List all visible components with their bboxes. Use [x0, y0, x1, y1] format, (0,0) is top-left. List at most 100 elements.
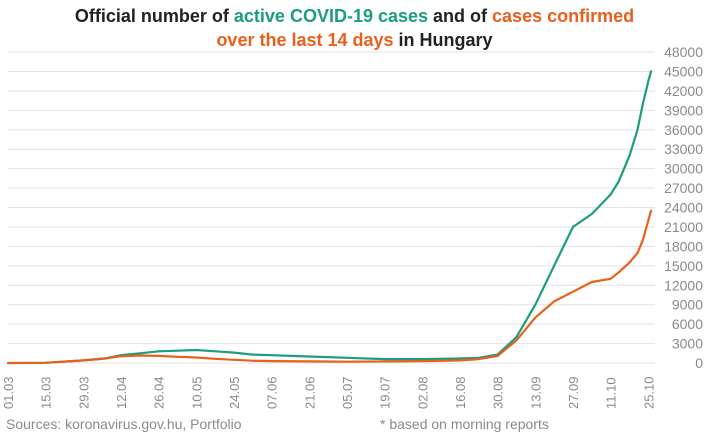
- data-point: [7, 362, 9, 364]
- x-tick-label: 10.05: [189, 376, 204, 409]
- data-point: [590, 281, 593, 283]
- data-point: [270, 360, 273, 362]
- title-part-confirmed: cases confirmed: [492, 6, 635, 26]
- data-point: [120, 355, 122, 358]
- x-tick-label: 05.07: [340, 376, 355, 409]
- data-point: [477, 358, 480, 361]
- data-point: [103, 357, 106, 360]
- data-point: [572, 226, 574, 228]
- data-point: [383, 360, 386, 363]
- y-tick-label: 30000: [664, 161, 703, 177]
- data-point: [496, 354, 499, 357]
- data-point: [609, 193, 612, 196]
- data-point: [642, 238, 644, 241]
- x-tick-label: 12.04: [114, 376, 129, 409]
- data-point: [44, 361, 47, 364]
- x-tick-label: 07.06: [265, 376, 280, 409]
- title-part-active: active COVID-19 cases: [233, 6, 429, 26]
- morning-reports-note: * based on morning reports: [380, 416, 549, 432]
- y-tick-label: 48000: [664, 44, 703, 60]
- data-point: [421, 360, 424, 362]
- data-point: [157, 354, 160, 357]
- y-tick-label: 0: [695, 355, 703, 371]
- data-point: [609, 277, 612, 280]
- series-line: [6, 70, 653, 365]
- title-part-14-days: over the last 14 days: [216, 30, 394, 50]
- data-point: [534, 303, 537, 306]
- data-point: [251, 359, 254, 362]
- x-tick-label: 01.03: [1, 376, 16, 409]
- x-tick-label: 25.10: [641, 376, 656, 409]
- data-point: [553, 300, 556, 303]
- y-tick-label: 36000: [664, 122, 703, 138]
- data-point: [628, 154, 631, 157]
- x-tick-label: 21.06: [302, 376, 317, 409]
- data-point: [176, 355, 179, 358]
- y-tick-label: 42000: [664, 83, 703, 99]
- data-point: [383, 358, 386, 361]
- data-point: [346, 360, 348, 363]
- title-part-1: Official number of: [74, 6, 234, 26]
- data-point: [138, 352, 141, 355]
- x-tick-label: 26.04: [152, 376, 167, 409]
- y-tick-label: 24000: [664, 200, 703, 216]
- x-tick-label: 29.03: [76, 376, 91, 409]
- x-tick-label: 19.07: [378, 376, 393, 409]
- data-point: [214, 357, 217, 360]
- data-point: [650, 70, 652, 73]
- data-point: [459, 357, 461, 360]
- series-line: [6, 209, 653, 365]
- title-part-6: in Hungary: [393, 30, 493, 50]
- y-tick-label: 18000: [664, 238, 703, 254]
- data-point: [346, 356, 348, 359]
- y-tick-label: 9000: [672, 297, 703, 313]
- data-point: [572, 290, 574, 293]
- data-point: [157, 350, 160, 353]
- y-tick-label: 33000: [664, 141, 703, 157]
- series-active-cases: [6, 70, 653, 365]
- x-tick-label: 16.08: [453, 376, 468, 409]
- y-tick-label: 3000: [672, 336, 703, 352]
- data-point: [459, 359, 461, 362]
- data-point: [233, 351, 235, 354]
- y-tick-label: 21000: [664, 219, 703, 235]
- data-point: [195, 356, 198, 359]
- x-tick-label: 11.10: [604, 377, 619, 409]
- x-tick-label: 15.03: [39, 376, 54, 409]
- sources-note: Sources: koronavirus.gov.hu, Portfolio: [6, 416, 242, 432]
- data-point: [421, 358, 424, 361]
- data-point: [617, 180, 620, 183]
- x-tick-label: 24.05: [227, 376, 242, 409]
- data-point: [534, 316, 537, 319]
- series-confirmed-14-days: [6, 209, 653, 365]
- title-part-3: and of: [428, 6, 493, 26]
- chart-title: Official number of active COVID-19 cases…: [0, 4, 709, 52]
- data-point: [270, 354, 273, 357]
- x-tick-label: 30.08: [491, 376, 506, 409]
- x-tick-label: 27.09: [566, 376, 581, 409]
- data-point: [590, 213, 593, 215]
- data-point: [642, 102, 644, 105]
- y-tick-label: 27000: [664, 180, 703, 196]
- y-tick-label: 15000: [664, 258, 703, 274]
- data-point: [636, 251, 639, 254]
- x-tick-label: 02.08: [415, 376, 430, 409]
- y-tick-label: 12000: [664, 277, 703, 293]
- data-point: [82, 359, 85, 362]
- y-tick-label: 45000: [664, 63, 703, 79]
- data-point: [308, 355, 311, 358]
- y-tick-label: 6000: [672, 316, 703, 332]
- data-point: [628, 261, 631, 264]
- data-point: [636, 128, 639, 131]
- x-tick-label: 13.09: [528, 376, 543, 409]
- data-point: [308, 360, 311, 363]
- data-point: [251, 353, 254, 356]
- data-point: [138, 354, 141, 357]
- data-point: [647, 219, 650, 222]
- y-tick-label: 39000: [664, 102, 703, 118]
- data-point: [650, 209, 652, 212]
- data-point: [515, 336, 518, 338]
- data-point: [195, 349, 198, 351]
